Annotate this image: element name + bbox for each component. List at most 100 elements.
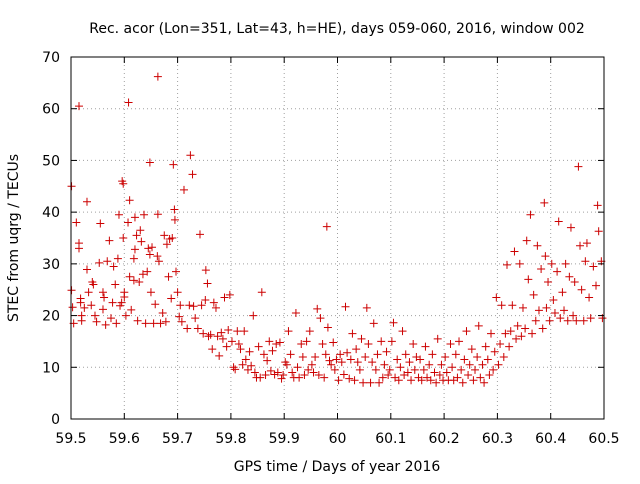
data-point: [560, 306, 569, 315]
x-tick-label: 59.7: [162, 431, 193, 447]
data-point: [396, 363, 405, 372]
data-point: [120, 292, 129, 301]
data-point: [556, 314, 565, 323]
data-point: [361, 352, 370, 361]
data-point: [176, 301, 185, 310]
data-point: [582, 239, 591, 248]
y-tick-label: 50: [42, 153, 60, 169]
data-point: [282, 360, 291, 369]
data-point: [528, 329, 537, 338]
data-point: [74, 244, 83, 253]
x-tick-label: 59.8: [215, 431, 246, 447]
data-point: [558, 288, 567, 297]
data-point: [313, 304, 322, 313]
data-point: [425, 360, 434, 369]
data-point: [476, 373, 485, 382]
data-point: [375, 378, 384, 387]
data-point: [80, 303, 89, 312]
data-point: [407, 376, 416, 385]
data-point: [148, 243, 157, 252]
x-tick-label: 60: [329, 431, 347, 447]
data-point: [125, 196, 134, 205]
data-point: [156, 319, 165, 328]
data-point: [249, 311, 258, 320]
data-point: [494, 360, 503, 369]
data-point: [305, 327, 314, 336]
data-point: [240, 327, 249, 336]
data-point: [496, 340, 505, 349]
data-point: [544, 277, 553, 286]
data-point: [524, 275, 533, 284]
data-point: [145, 158, 154, 167]
data-point: [362, 303, 371, 312]
data-point: [89, 280, 98, 289]
data-point: [521, 324, 530, 333]
data-point: [270, 370, 279, 379]
data-point: [132, 231, 141, 240]
data-point: [291, 308, 300, 317]
data-point: [172, 267, 181, 276]
data-point: [550, 308, 559, 317]
data-point: [243, 365, 252, 374]
axis-ticks: [70, 56, 605, 420]
data-point: [531, 316, 540, 325]
y-tick-label: 10: [42, 360, 60, 376]
data-point: [451, 350, 460, 359]
data-point: [279, 371, 288, 380]
data-point: [457, 365, 466, 374]
data-point: [497, 301, 506, 310]
chart-title: Rec. acor (Lon=351, Lat=43, h=HE), days …: [89, 21, 585, 37]
data-point: [570, 277, 579, 286]
x-tick-label: 60.1: [375, 431, 406, 447]
data-point: [114, 210, 123, 219]
data-point: [541, 252, 550, 261]
data-point: [67, 286, 76, 295]
data-point: [185, 301, 194, 310]
data-point: [483, 355, 492, 364]
data-point: [592, 281, 601, 290]
data-point: [510, 247, 519, 256]
data-point: [227, 337, 236, 346]
data-point: [175, 312, 184, 321]
data-point: [529, 290, 538, 299]
data-point: [130, 213, 139, 222]
data-point: [137, 237, 146, 246]
data-point: [341, 302, 350, 311]
data-point: [343, 348, 352, 357]
data-point: [577, 285, 586, 294]
data-point: [254, 342, 263, 351]
data-point: [145, 250, 154, 259]
data-point: [224, 326, 233, 335]
data-point: [329, 338, 338, 347]
data-point: [218, 334, 227, 343]
data-point: [554, 217, 563, 226]
data-point: [337, 358, 346, 367]
data-point: [168, 234, 177, 242]
data-point: [199, 329, 208, 338]
data-point: [492, 293, 501, 302]
data-point: [442, 368, 451, 377]
data-point: [321, 350, 330, 359]
data-point: [208, 345, 217, 354]
data-point: [336, 350, 345, 359]
data-point: [314, 371, 323, 380]
data-point: [377, 337, 386, 346]
data-point: [435, 371, 444, 380]
data-point: [238, 360, 247, 369]
data-point: [247, 361, 256, 370]
data-point: [366, 378, 375, 387]
data-point: [265, 337, 274, 346]
data-point: [220, 293, 229, 302]
data-point: [481, 342, 490, 351]
data-point: [593, 201, 602, 210]
data-point: [141, 319, 150, 328]
data-point: [464, 371, 473, 380]
data-point: [191, 314, 200, 323]
data-point: [164, 272, 173, 281]
data-point: [357, 334, 366, 343]
data-point: [259, 350, 268, 359]
data-point: [225, 290, 234, 299]
data-point: [241, 355, 250, 364]
data-point: [348, 329, 357, 338]
